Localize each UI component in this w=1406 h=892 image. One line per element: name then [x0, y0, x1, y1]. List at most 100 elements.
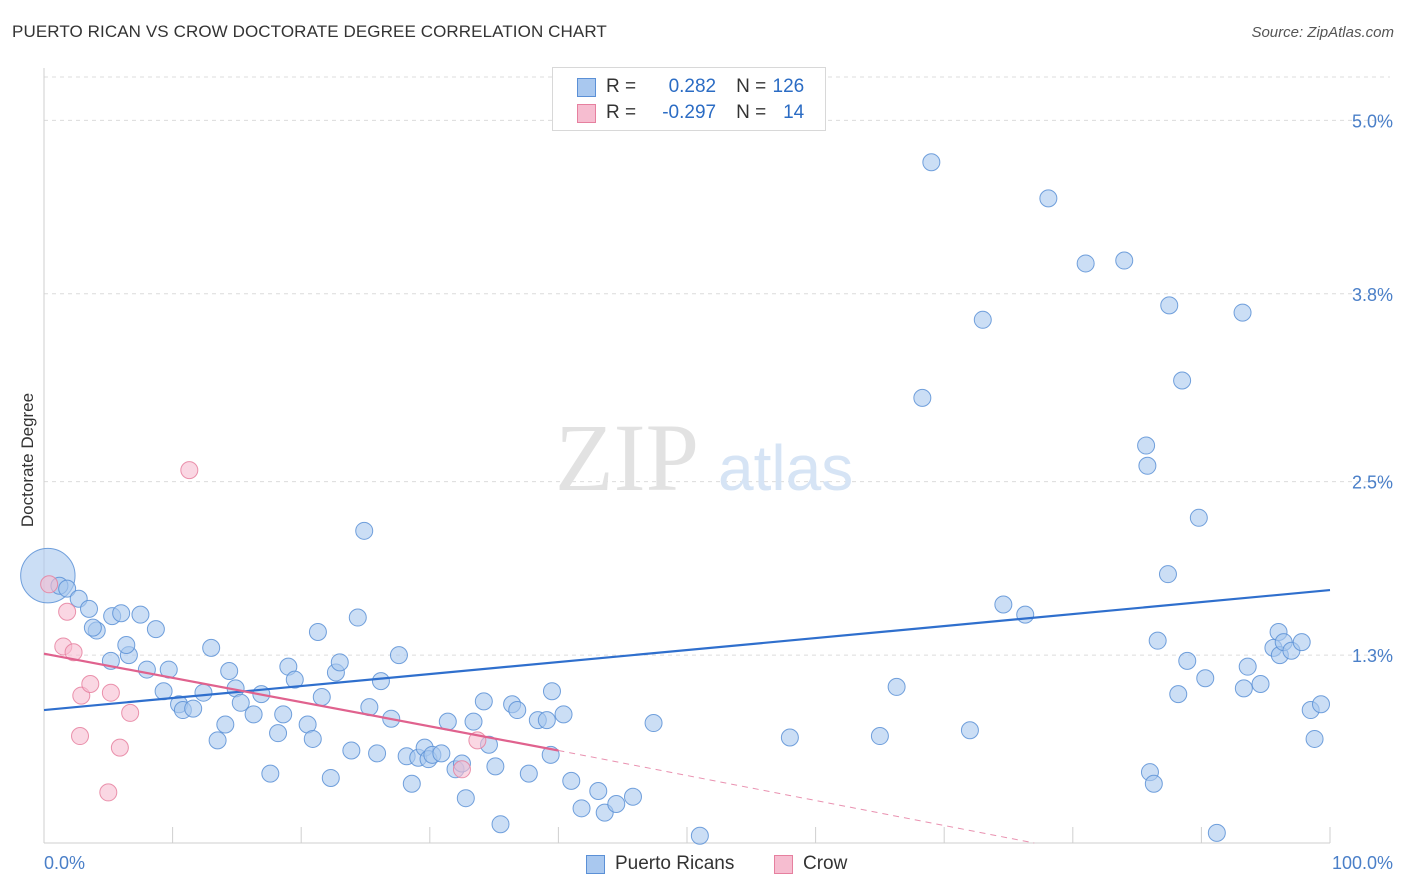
point-puerto-rican: [589, 781, 608, 800]
point-puerto-rican: [1311, 695, 1330, 714]
point-puerto-rican: [1169, 685, 1188, 704]
x-tick-label: 100.0%: [1332, 853, 1393, 873]
point-crow: [71, 727, 90, 746]
point-puerto-rican: [1305, 729, 1324, 748]
point-puerto-rican: [887, 677, 906, 696]
point-puerto-rican: [137, 660, 156, 679]
point-puerto-rican: [1238, 657, 1257, 676]
point-puerto-rican: [285, 670, 304, 689]
correlation-legend: R = 0.282 N = 126 R = -0.297 N = 14: [552, 67, 826, 131]
point-puerto-rican: [486, 757, 505, 776]
point-puerto-rican: [508, 701, 527, 720]
point-puerto-rican: [1039, 189, 1058, 208]
point-puerto-rican: [537, 711, 556, 730]
point-puerto-rican: [1115, 251, 1134, 270]
point-puerto-rican: [913, 388, 932, 407]
point-puerto-rican: [519, 764, 538, 783]
legend-row-crow: R = -0.297 N = 14: [577, 101, 804, 125]
point-puerto-rican: [330, 653, 349, 672]
point-puerto-rican: [554, 705, 573, 724]
y-tick-label: 5.0%: [1352, 111, 1393, 131]
n-label: N =: [736, 102, 767, 123]
point-puerto-rican: [1076, 254, 1095, 273]
point-puerto-rican: [269, 724, 288, 743]
series-name: Puerto Ricans: [615, 853, 735, 874]
point-crow: [180, 461, 199, 480]
point-puerto-rican: [402, 774, 421, 793]
point-puerto-rican: [994, 595, 1013, 614]
point-puerto-rican: [1178, 651, 1197, 670]
source-label: Source: ZipAtlas.com: [1251, 24, 1394, 41]
point-puerto-rican: [1189, 508, 1208, 527]
point-crow: [64, 643, 83, 662]
point-puerto-rican: [274, 705, 293, 724]
point-puerto-rican: [355, 521, 374, 540]
point-puerto-rican: [491, 815, 510, 834]
chart-title: PUERTO RICAN VS CROW DOCTORATE DEGREE CO…: [12, 22, 607, 41]
point-puerto-rican: [117, 635, 136, 654]
trend-lines: [43, 588, 1331, 844]
point-puerto-rican: [1292, 633, 1311, 652]
point-puerto-rican: [562, 771, 581, 790]
trend-line-crow-extension: [558, 750, 1035, 844]
point-puerto-rican: [194, 683, 213, 702]
blue-swatch: [577, 77, 596, 97]
point-puerto-rican: [368, 744, 387, 763]
point-puerto-rican: [1234, 679, 1253, 698]
point-crow: [110, 738, 129, 757]
point-puerto-rican: [112, 604, 131, 623]
r-label: R =: [606, 76, 637, 97]
point-crow: [101, 683, 120, 702]
point-puerto-rican: [154, 682, 173, 701]
point-puerto-rican: [1148, 631, 1167, 650]
point-crow: [58, 602, 77, 621]
point-puerto-rican: [607, 794, 626, 813]
point-puerto-rican: [184, 699, 203, 718]
point-puerto-rican: [960, 721, 979, 740]
watermark: ZIP atlas: [555, 404, 853, 511]
point-puerto-rican: [220, 662, 239, 681]
y-tick-label: 2.5%: [1352, 473, 1393, 493]
y-axis-title: Doctorate Degree: [18, 393, 37, 527]
axes: [43, 68, 1331, 844]
point-puerto-rican: [690, 826, 709, 845]
pink-swatch: [774, 854, 793, 874]
point-puerto-rican: [780, 728, 799, 747]
point-puerto-rican: [1016, 605, 1035, 624]
point-puerto-rican: [1160, 296, 1179, 315]
point-puerto-rican: [870, 727, 889, 746]
point-crow: [452, 760, 471, 779]
point-puerto-rican: [572, 799, 591, 818]
point-puerto-rican: [464, 712, 483, 731]
point-puerto-rican: [208, 731, 227, 750]
point-puerto-rican: [312, 688, 331, 707]
point-crow: [40, 575, 59, 594]
point-puerto-rican: [244, 705, 263, 724]
trend-line-puerto-ricans: [43, 588, 1331, 712]
point-puerto-rican: [202, 638, 221, 657]
point-puerto-rican: [389, 646, 408, 665]
point-puerto-rican: [83, 618, 102, 637]
point-puerto-rican: [474, 692, 493, 711]
point-puerto-rican: [1196, 669, 1215, 688]
point-puerto-rican: [342, 741, 361, 760]
point-crow: [99, 783, 118, 802]
point-puerto-rican: [1138, 456, 1157, 475]
point-puerto-rican: [371, 672, 390, 691]
axis-labels: 1.3% 2.5% 3.8% 5.0% 0.0% 100.0% Doctorate Degr…: [18, 111, 1393, 873]
point-puerto-rican: [80, 599, 99, 618]
watermark-atlas: atlas: [718, 432, 853, 504]
point-puerto-rican: [922, 153, 941, 172]
watermark-zip: ZIP: [555, 404, 699, 511]
bottom-legend-crow: Crow: [774, 852, 847, 876]
x-tick-label: 0.0%: [44, 853, 85, 873]
r-value: 0.282: [668, 76, 717, 97]
point-puerto-rican: [623, 787, 642, 806]
point-puerto-rican: [1173, 371, 1192, 390]
pink-swatch: [577, 103, 596, 123]
point-puerto-rican: [216, 715, 235, 734]
series-name: Crow: [803, 853, 848, 874]
point-puerto-rican: [1251, 675, 1270, 694]
data-points: [20, 153, 1330, 845]
